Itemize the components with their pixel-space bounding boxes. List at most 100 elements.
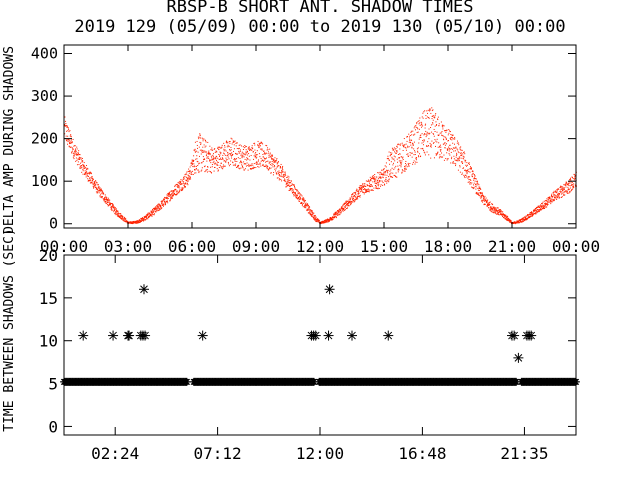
top-data-point — [481, 192, 483, 194]
top-data-point — [471, 182, 473, 184]
top-data-point — [441, 125, 443, 127]
top-data-point — [70, 146, 72, 148]
top-data-point — [334, 213, 336, 215]
top-data-point — [100, 189, 102, 191]
top-data-point — [267, 153, 269, 155]
top-data-point — [553, 199, 555, 201]
top-data-point — [257, 166, 259, 168]
top-data-point — [165, 201, 167, 203]
top-data-point — [75, 153, 77, 155]
top-data-point — [439, 149, 441, 151]
top-data-point — [217, 146, 219, 148]
top-data-point — [226, 155, 228, 157]
top-data-point — [261, 148, 263, 150]
top-data-point — [361, 185, 363, 187]
top-data-point — [425, 123, 427, 125]
top-data-point — [257, 140, 259, 142]
top-data-point — [327, 218, 329, 220]
top-data-point — [497, 213, 499, 215]
top-data-point — [486, 206, 488, 208]
top-data-point — [236, 142, 238, 144]
top-data-point — [211, 166, 213, 168]
top-data-point — [451, 134, 453, 136]
top-data-point — [483, 196, 485, 198]
top-data-point — [522, 217, 524, 219]
top-data-point — [136, 221, 138, 223]
top-data-point — [329, 218, 331, 220]
top-data-point — [172, 191, 174, 193]
top-data-point — [98, 186, 100, 188]
top-data-point — [355, 199, 357, 201]
top-data-point — [253, 155, 255, 157]
top-data-point — [380, 184, 382, 186]
top-data-point — [120, 214, 122, 216]
top-data-point — [205, 145, 207, 147]
top-data-point — [419, 122, 421, 124]
top-data-point — [432, 109, 434, 111]
top-data-point — [435, 154, 437, 156]
top-data-point — [560, 191, 562, 193]
top-data-point — [443, 154, 445, 156]
top-data-point — [260, 160, 262, 162]
top-data-point — [455, 156, 457, 158]
top-data-point — [240, 167, 242, 169]
top-data-point — [356, 195, 358, 197]
top-data-point — [371, 185, 373, 187]
top-data-point — [121, 217, 123, 219]
top-data-point — [173, 191, 175, 193]
top-data-point — [107, 205, 109, 207]
top-data-point — [163, 199, 165, 200]
top-data-point — [344, 208, 346, 210]
top-data-point — [504, 215, 506, 217]
top-data-point — [245, 149, 247, 151]
top-data-point — [160, 204, 162, 206]
bottom-panel-data-points — [60, 284, 580, 386]
top-data-point — [268, 169, 270, 171]
top-data-point — [462, 162, 464, 164]
top-data-point — [96, 189, 98, 191]
top-data-point — [71, 141, 73, 143]
top-data-point — [452, 142, 454, 144]
top-data-point — [463, 167, 465, 169]
top-data-point — [411, 134, 413, 136]
top-data-point — [80, 167, 82, 169]
top-data-point — [301, 203, 303, 205]
top-data-point — [467, 170, 469, 172]
top-data-point — [480, 188, 482, 190]
top-data-point — [366, 189, 368, 191]
top-data-point — [164, 200, 166, 202]
top-data-point — [571, 184, 573, 186]
top-data-point — [421, 126, 422, 128]
top-data-point — [206, 151, 208, 153]
top-data-point — [403, 146, 405, 148]
bottom-data-point — [310, 330, 321, 341]
top-data-point — [558, 196, 560, 198]
top-data-point — [365, 185, 367, 187]
top-data-point — [105, 197, 107, 199]
top-data-point — [191, 161, 193, 163]
top-data-point — [429, 145, 431, 147]
top-data-point — [282, 171, 284, 173]
top-data-point — [446, 148, 448, 150]
top-data-point — [498, 214, 500, 216]
top-data-point — [82, 164, 84, 166]
top-data-point — [199, 134, 201, 136]
top-data-point — [434, 131, 436, 132]
top-data-point — [484, 198, 486, 200]
top-data-point — [362, 183, 364, 185]
top-data-point — [297, 198, 299, 200]
top-data-point — [184, 186, 186, 188]
top-data-point — [291, 190, 293, 192]
top-data-point — [487, 204, 489, 206]
top-data-point — [370, 180, 372, 182]
top-data-point — [279, 171, 281, 173]
top-data-point — [104, 201, 106, 203]
top-data-point — [83, 167, 85, 169]
top-data-point — [96, 188, 98, 190]
top-data-point — [265, 165, 267, 167]
top-data-point — [379, 174, 381, 176]
top-data-point — [292, 189, 294, 191]
top-data-point — [157, 206, 159, 208]
top-data-point — [474, 178, 476, 180]
top-data-point — [452, 161, 454, 163]
